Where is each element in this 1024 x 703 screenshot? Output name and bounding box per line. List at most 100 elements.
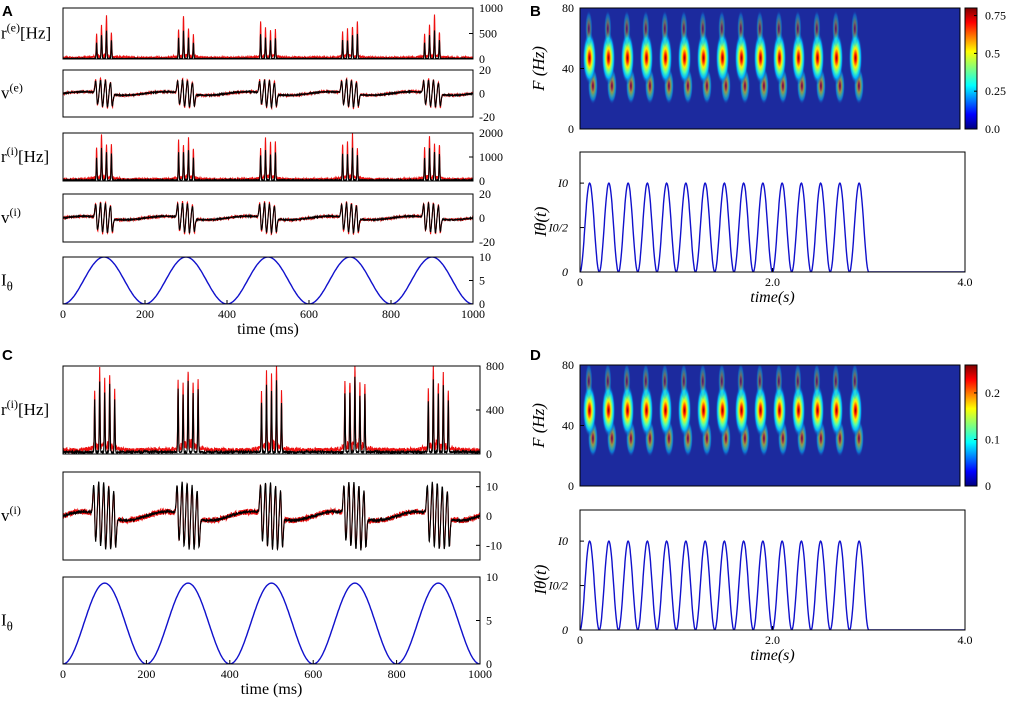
- spectrogram-background: [580, 365, 960, 486]
- axis-frame: [62, 576, 481, 665]
- y-axis-label-main: v: [1, 84, 10, 103]
- axis-frame: [579, 151, 966, 273]
- spectrogram-upper: [661, 9, 669, 48]
- axis-frame: [62, 132, 474, 182]
- ytick-label: 1000: [479, 150, 503, 164]
- y-axis-label-superscript: (i): [7, 144, 18, 158]
- spectrogram-upper: [737, 9, 745, 48]
- ytick-label: 0: [486, 657, 492, 671]
- colorbar-tick-label: 0: [985, 479, 991, 493]
- y-axis-label-main: v: [1, 506, 10, 525]
- xtick-label: 2.0: [765, 275, 780, 289]
- spectrogram-burst: [639, 383, 654, 437]
- xtick-label: 1000: [468, 667, 492, 681]
- xtick-label: 600: [300, 307, 318, 321]
- series-model-line: [63, 30, 473, 59]
- spectrogram-burst: [791, 31, 806, 85]
- ytick-label: 800: [486, 359, 504, 373]
- x-axis-label: time(s): [750, 647, 794, 664]
- panel-letter-b: B: [530, 3, 541, 20]
- spectrogram-upper: [794, 9, 802, 48]
- xtick-label: 600: [304, 667, 322, 681]
- spectrogram-burst: [620, 31, 635, 85]
- series-drive-line: [580, 182, 965, 272]
- ytick-label: 0: [486, 509, 492, 523]
- ytick-label: 0: [479, 87, 485, 101]
- y-axis-label-unit: [Hz]: [20, 24, 51, 43]
- ytick-label: 0: [568, 122, 574, 136]
- spectrogram-burst: [715, 31, 730, 85]
- y-axis-label-main: r: [1, 24, 7, 43]
- spectrogram-burst: [829, 383, 844, 437]
- colorbar: [964, 7, 978, 130]
- y-axis-label-subscript: θ: [7, 619, 13, 634]
- spectrogram-burst: [829, 31, 844, 85]
- xtick-label: 4.0: [958, 633, 973, 647]
- spectrogram-upper: [832, 9, 840, 48]
- series-drive-line: [63, 257, 473, 304]
- ytick-label: 2000: [479, 126, 503, 140]
- spectrogram-upper: [623, 365, 631, 400]
- y-axis-label-unit: [Hz]: [18, 147, 49, 166]
- series-network-line: [63, 14, 473, 59]
- spectrogram-upper: [794, 365, 802, 400]
- xtick-label: 800: [388, 667, 406, 681]
- y-axis-label: v(i): [1, 205, 21, 227]
- spectrogram-upper: [813, 365, 821, 400]
- ytick-label: -10: [486, 538, 502, 552]
- spectrogram-burst: [734, 383, 749, 437]
- spectrogram-upper: [680, 9, 688, 48]
- ytick-label: 80: [562, 358, 574, 372]
- ytick-label: I0/2: [548, 579, 568, 593]
- spectrogram-upper: [737, 365, 745, 400]
- ytick-label: I0/2: [548, 221, 568, 235]
- colorbar-tick-label: 0.0: [985, 122, 1000, 136]
- colorbar-tick-label: 0.5: [985, 46, 1000, 60]
- y-axis-label: r(i)[Hz]: [1, 397, 49, 419]
- panel-letter-d: D: [530, 347, 541, 364]
- spectrogram-blobs: [582, 9, 865, 105]
- xtick-label: 0: [60, 667, 66, 681]
- y-axis-label: Iθ: [1, 611, 13, 634]
- xtick-label: 800: [382, 307, 400, 321]
- spectrogram-burst: [810, 31, 825, 85]
- ytick-label: 500: [479, 27, 497, 41]
- xtick-label: 0: [577, 275, 583, 289]
- spectrogram-burst: [620, 383, 635, 437]
- y-axis-label: r(e)[Hz]: [1, 21, 51, 43]
- chart-d-spectrogram: 0 40 80 F (Hz) 0 0.1 0.2: [529, 358, 1000, 493]
- spectrogram-upper: [756, 365, 764, 400]
- spectrogram-upper: [661, 365, 669, 400]
- spectrogram-burst: [848, 383, 863, 437]
- ytick-label: 0: [486, 447, 492, 461]
- ytick-label: 40: [562, 419, 574, 433]
- y-axis-label-unit: [Hz]: [18, 400, 49, 419]
- ytick-label: -20: [479, 110, 495, 124]
- chart-a-inhibitory-rate: 0 1000 2000 r(i)[Hz]: [1, 126, 503, 188]
- series-model-line: [63, 481, 480, 552]
- series-network-line: [63, 133, 473, 181]
- chart-c-inhibitory-rate: 0 400 800 r(i)[Hz]: [1, 359, 504, 461]
- y-axis-label: Iθ: [1, 271, 13, 294]
- xtick-label: 400: [221, 667, 239, 681]
- ytick-label: 20: [479, 63, 491, 77]
- y-axis-label-superscript: (i): [10, 503, 21, 517]
- ytick-label: 0: [479, 297, 485, 311]
- y-axis-label-main: r: [1, 147, 7, 166]
- spectrogram-burst: [696, 31, 711, 85]
- ytick-label: 0: [479, 52, 485, 66]
- colorbar-tick-label: 0.1: [985, 432, 1000, 446]
- spectrogram-upper: [680, 365, 688, 400]
- spectrogram-upper: [756, 9, 764, 48]
- y-axis-label-superscript: (e): [7, 21, 20, 35]
- colorbar-tick-label: 0.25: [985, 84, 1006, 98]
- y-axis-label: F (Hz): [529, 46, 548, 92]
- chart-b-drive-pulses: 0 I0/2 I0 0 2.0 4.0 time(s) Iθ(t): [531, 151, 973, 306]
- axis-frame: [579, 509, 966, 631]
- spectrogram-upper: [585, 9, 593, 48]
- spectrogram-burst: [639, 31, 654, 85]
- xtick-label: 200: [137, 667, 155, 681]
- series-model-line: [63, 201, 473, 235]
- spectrogram-burst: [658, 31, 673, 85]
